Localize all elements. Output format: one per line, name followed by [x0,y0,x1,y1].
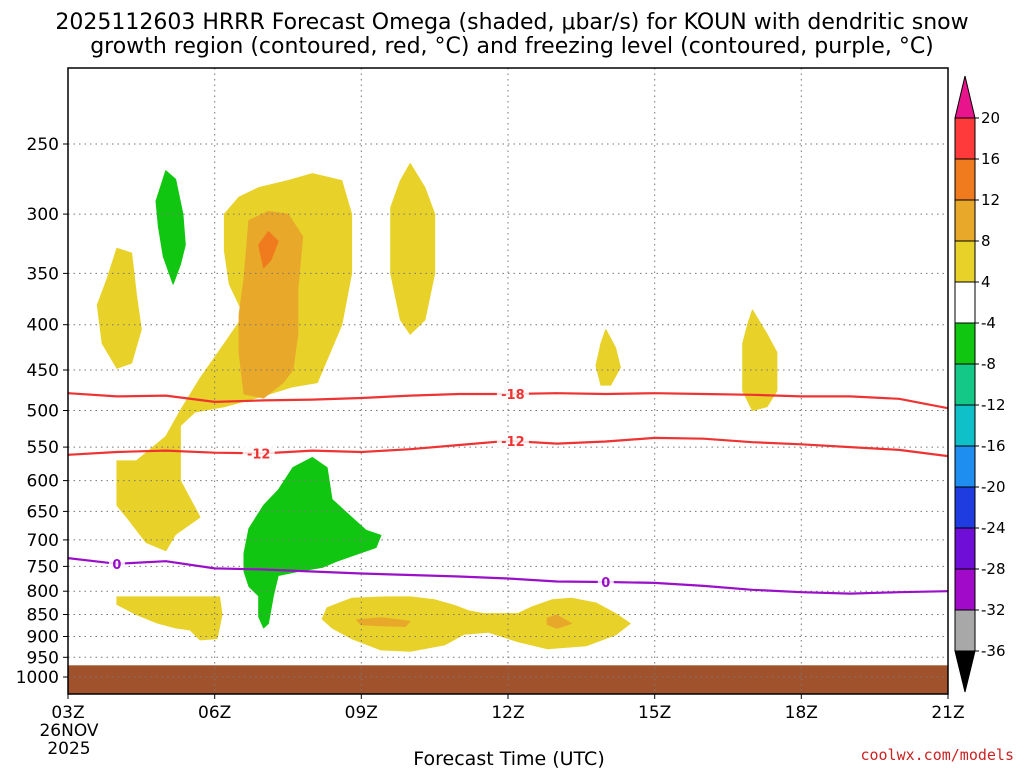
x-axis-date: 26NOV [39,721,98,741]
colorbar-label-3: 8 [981,232,991,250]
x-axis-year: 2025 [47,739,90,759]
colorbar-label-1: 16 [981,150,1000,168]
colorbar-label-0: 20 [981,109,1000,127]
colorbar-label-4: 4 [981,273,991,291]
grid-lines [68,68,948,694]
colorbar-swatch-5 [954,322,976,365]
omega-shaded-layer [96,163,778,652]
x-tick-label-12Z: 12Z [491,703,524,723]
x-tick-label-03Z: 03Z [51,703,84,723]
omega-region-12 [243,457,382,629]
chart-title-line1: 2025112603 HRRR Forecast Omega (shaded, … [55,10,968,35]
x-tick-label-06Z: 06Z [198,703,231,723]
omega-region-11 [155,170,186,285]
freezing-contour-0C [68,557,948,595]
colorbar-label-11: -28 [981,560,1006,578]
colorbar-label-12: -32 [981,601,1006,619]
y-tick-label-300: 300 [27,205,59,225]
omega-region-9 [546,614,573,629]
colorbar-label-6: -8 [981,355,996,373]
colorbar-label-7: -12 [981,396,1006,414]
x-axis-label: Forecast Time (UTC) [413,748,604,768]
y-tick-label-800: 800 [27,582,59,602]
x-tick-label-09Z: 09Z [345,703,378,723]
dgz-label-2-bg [496,432,529,448]
y-tick-label-350: 350 [27,264,59,284]
omega-colorbar: 20 16 12 8 4 -4 -8 -12 -16 -20 -24 -28 -32 -36 [954,75,1006,693]
colorbar-swatch-1 [954,158,976,201]
colorbar-swatch-3 [954,240,976,283]
contour-labels: -18 -12 -12 0 0 [108,386,614,591]
colorbar-swatch-4 [954,281,976,324]
y-tick-label-550: 550 [27,438,59,458]
colorbar-swatch-6 [954,363,976,406]
colorbar-top-arrow [954,75,976,119]
x-tick-label-21Z: 21Z [931,703,964,723]
omega-region-3 [595,329,621,386]
x-tick-label-18Z: 18Z [785,703,818,723]
y-tick-label-250: 250 [27,135,59,155]
y-tick-label-600: 600 [27,472,59,492]
y-tick-label-1000: 1000 [16,668,59,688]
colorbar-label-9: -20 [981,478,1006,496]
colorbar-label-8: -16 [981,437,1006,455]
y-axis-pressure-ticks: 2503003504004505005506006507007508008509… [16,135,68,688]
credit-link[interactable]: coolwx.com/models [860,746,1014,764]
colorbar-swatch-0 [954,117,976,160]
omega-region-2 [390,163,436,335]
dgz-label-1-bg [242,445,275,461]
colorbar-label-5: -4 [981,314,996,332]
x-tick-label-15Z: 15Z [638,703,671,723]
x-axis-time-ticks: 03Z 06Z 09Z 12Z 15Z 18Z 21Z [51,694,965,723]
colorbar-swatch-11 [954,568,976,611]
y-tick-label-900: 900 [27,628,59,648]
colorbar-label-2: 12 [981,191,1000,209]
freezing-label-1-bg [597,574,614,589]
y-tick-label-850: 850 [27,606,59,626]
omega-region-0 [96,247,142,369]
dgz-label-0: -18 [501,388,525,403]
y-tick-label-500: 500 [27,402,59,422]
colorbar-bottom-arrow [954,650,976,693]
dgz-label-2: -12 [501,435,525,450]
y-tick-label-450: 450 [27,361,59,381]
colorbar-swatch-2 [954,199,976,242]
colorbar-swatch-7 [954,404,976,447]
y-tick-label-700: 700 [27,531,59,551]
omega-region-5 [116,596,223,641]
y-tick-label-950: 950 [27,648,59,668]
omega-region-10 [258,231,279,269]
colorbar-swatch-9 [954,486,976,529]
dgz-label-1: -12 [247,447,271,462]
colorbar-swatch-10 [954,527,976,570]
y-tick-label-400: 400 [27,316,59,336]
omega-region-4 [742,309,778,411]
colorbar-label-10: -24 [981,519,1006,537]
colorbar-swatch-8 [954,445,976,488]
freezing-label-0-bg [108,555,125,571]
y-tick-label-750: 750 [27,557,59,577]
omega-region-6 [321,596,631,652]
freezing-label-0: 0 [112,558,121,573]
colorbar-label-13: -36 [981,642,1006,660]
chart-title-line2: growth region (contoured, red, °C) and f… [90,34,934,59]
omega-region-7 [238,211,304,399]
y-tick-label-650: 650 [27,502,59,522]
dgz-label-0-bg [496,386,529,401]
colorbar-swatch-12 [954,609,976,652]
freezing-label-1: 0 [601,576,610,591]
